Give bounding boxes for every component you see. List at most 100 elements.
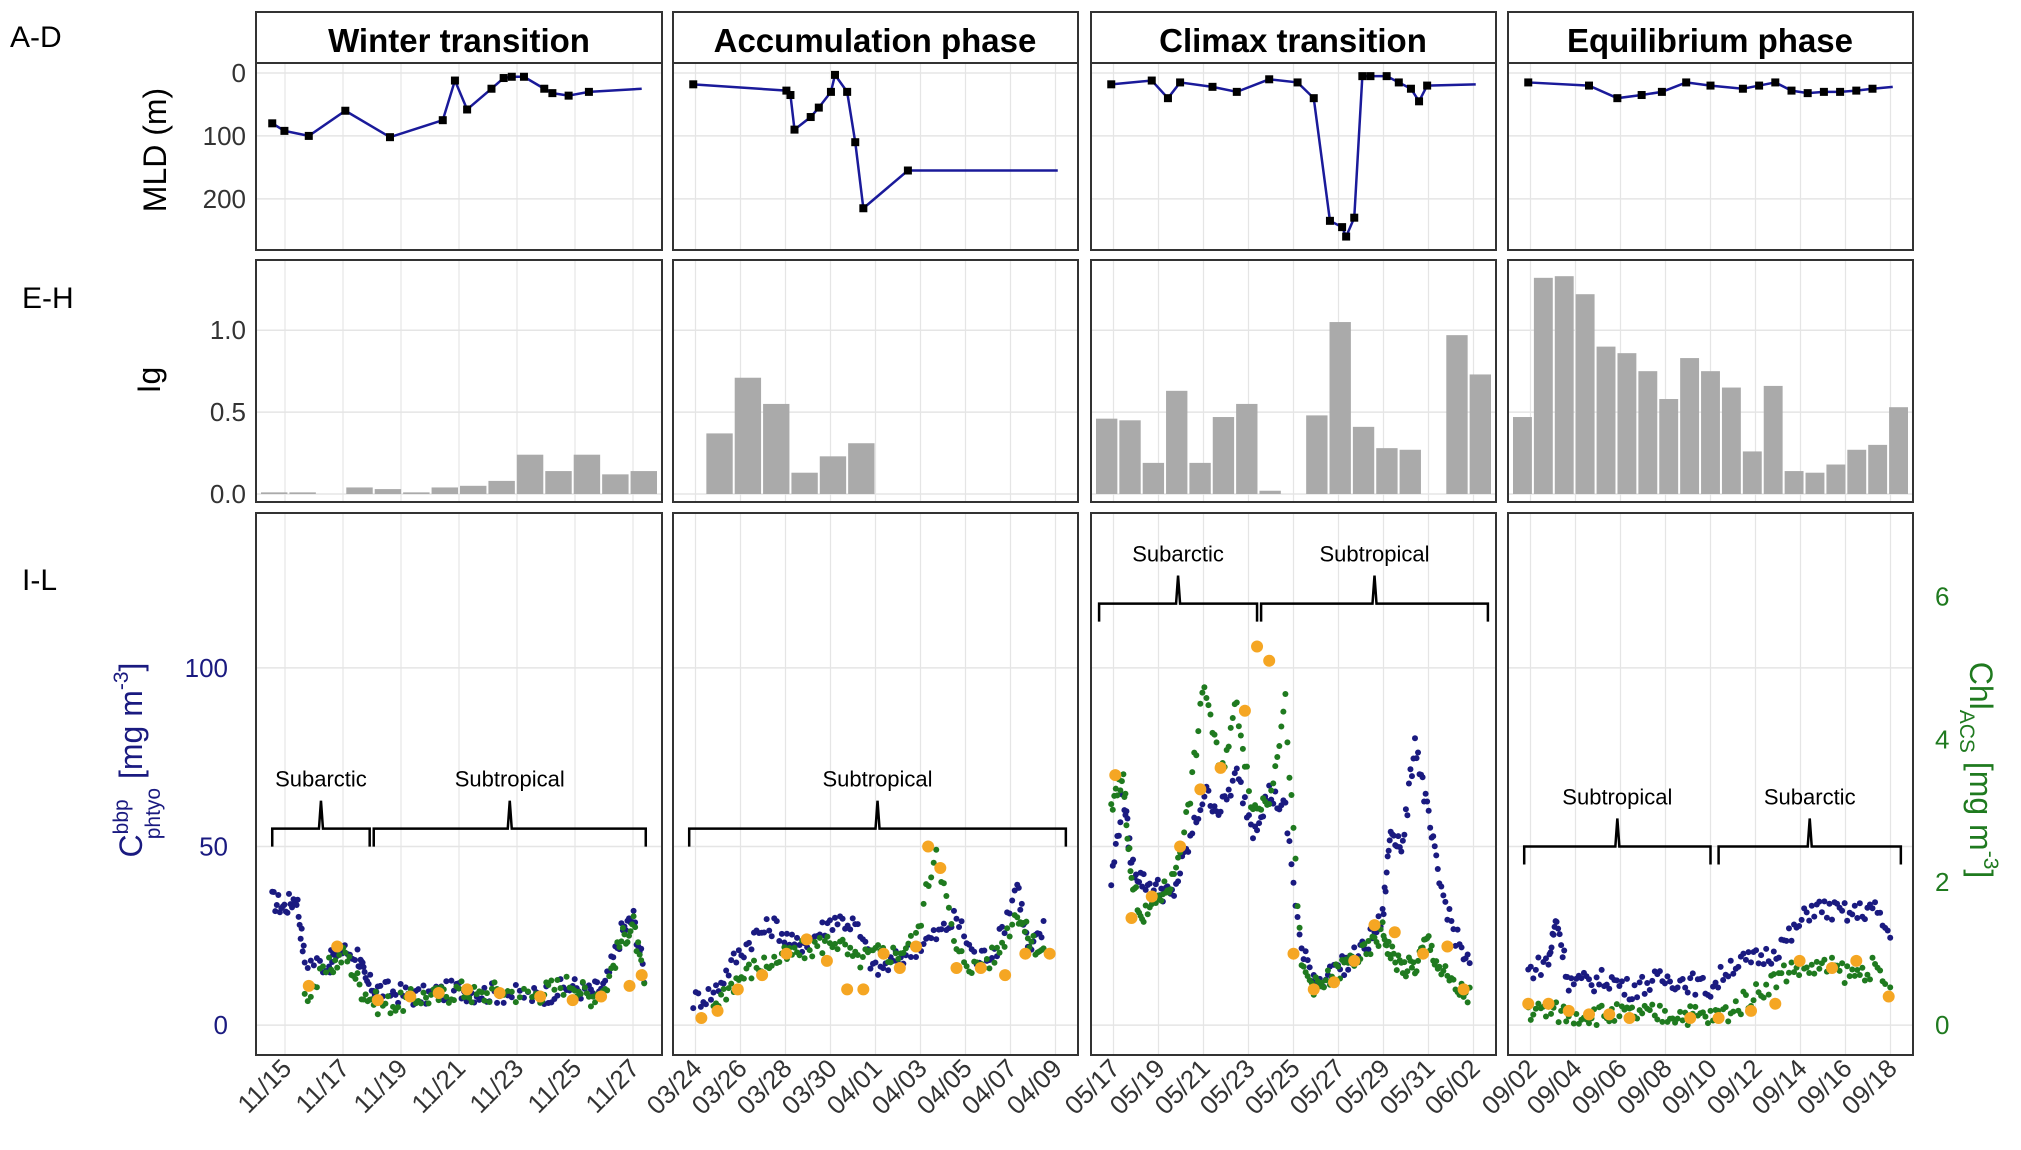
- cphyto-point: [847, 926, 854, 933]
- mld-point: [1358, 72, 1367, 81]
- cphyto-point: [788, 931, 795, 938]
- chl-point: [1851, 972, 1858, 979]
- ig-bar: [1784, 471, 1804, 494]
- cphyto-point: [940, 920, 947, 927]
- chl-point: [1296, 924, 1303, 931]
- cphyto-point: [1124, 815, 1131, 822]
- chl-point: [1158, 897, 1165, 904]
- cphyto-point: [1395, 833, 1402, 840]
- ig-bar: [848, 443, 875, 494]
- ig-bar: [545, 471, 572, 494]
- chl-point: [844, 951, 851, 958]
- chl-point: [1869, 954, 1876, 961]
- mld-point: [1682, 78, 1691, 87]
- cphyto-point: [1851, 902, 1858, 909]
- cphyto-point: [1823, 914, 1830, 921]
- chl-point: [1613, 1001, 1620, 1008]
- chl-point: [1415, 957, 1422, 964]
- chl-point: [1629, 1004, 1636, 1011]
- chl-point: [425, 1000, 432, 1007]
- chl-point: [1763, 981, 1770, 988]
- chl-point: [1109, 806, 1116, 813]
- chl-point: [1563, 1018, 1570, 1025]
- cphyto-point: [1171, 892, 1178, 899]
- chl-point: [1573, 1010, 1580, 1017]
- cphyto-point: [854, 921, 861, 928]
- mld-ytick-label: 100: [203, 121, 246, 151]
- chl-point: [587, 1003, 594, 1010]
- mld-point: [1657, 87, 1666, 96]
- chl-point: [1290, 824, 1297, 831]
- chl-point: [346, 953, 353, 960]
- chl-point: [996, 949, 1003, 956]
- chl-ytick-label: 0: [1935, 1010, 1949, 1040]
- discrete-chl-point: [1307, 983, 1320, 996]
- ig-bar: [630, 471, 657, 494]
- mld-point: [1265, 75, 1274, 84]
- strip-winter: [255, 11, 663, 64]
- mld-point: [1819, 87, 1828, 96]
- chl-point: [918, 922, 925, 929]
- discrete-chl-point: [1251, 640, 1264, 653]
- cphyto-point: [720, 980, 727, 987]
- cphyto-point: [1760, 961, 1767, 968]
- chl-point: [1639, 1010, 1646, 1017]
- cphyto-point: [1239, 800, 1246, 807]
- mld-point: [540, 84, 549, 93]
- ig-bar: [1189, 462, 1211, 494]
- chl-point: [1004, 925, 1011, 932]
- chl-point: [330, 969, 337, 976]
- chl-point: [1225, 743, 1232, 750]
- region-bracket: [1717, 818, 1903, 865]
- mld-point: [519, 72, 528, 81]
- cphyto-point: [1142, 886, 1149, 893]
- chl-point: [1122, 790, 1129, 797]
- cphyto-point: [1542, 955, 1549, 962]
- chl-point: [428, 991, 435, 998]
- discrete-chl-point: [1194, 783, 1207, 796]
- cphyto-point: [1108, 882, 1115, 889]
- cphyto-point: [707, 996, 714, 1003]
- cphyto-point: [1401, 831, 1408, 838]
- chl-point: [548, 977, 555, 984]
- mld-point: [1637, 91, 1646, 100]
- cphyto-point: [1745, 949, 1752, 956]
- chl-point: [1707, 1007, 1714, 1014]
- cphyto-point: [1646, 986, 1653, 993]
- chl-point: [478, 989, 485, 996]
- chl-point: [1532, 1005, 1539, 1012]
- chl-point: [516, 994, 523, 1001]
- chl-point: [372, 988, 379, 995]
- cphyto-point: [1404, 812, 1411, 819]
- cphyto-point: [1425, 807, 1432, 814]
- mld-point: [1706, 81, 1715, 90]
- cphyto-point: [1692, 991, 1699, 998]
- mld-point: [826, 87, 835, 96]
- mld-point: [304, 131, 313, 140]
- chl-point: [563, 973, 570, 980]
- cphyto-point: [1231, 770, 1238, 777]
- discrete-chl-point: [1417, 947, 1430, 960]
- cphyto-point: [1839, 907, 1846, 914]
- chl-point: [945, 904, 952, 911]
- strip-accumulation: [672, 11, 1079, 64]
- cphyto-point: [397, 980, 404, 987]
- xtick-label: 11/17: [289, 1053, 355, 1119]
- cphyto-point: [1861, 916, 1868, 923]
- chl-point: [1433, 958, 1440, 965]
- chl-point: [943, 892, 950, 899]
- region-bracket: [270, 800, 371, 847]
- discrete-chl-point: [731, 983, 744, 996]
- chl-point: [1120, 771, 1127, 778]
- cphyto-point: [285, 890, 292, 897]
- mld-ytick-label: 200: [203, 184, 246, 214]
- mld-point: [450, 76, 459, 85]
- cphyto-point: [1596, 981, 1603, 988]
- mld-point: [438, 116, 447, 125]
- chl-point: [718, 991, 725, 998]
- chl-point: [1780, 962, 1787, 969]
- region-bracket: [372, 800, 648, 847]
- cphyto-point: [829, 926, 836, 933]
- cphyto-point: [950, 907, 957, 914]
- mld-point: [268, 119, 277, 128]
